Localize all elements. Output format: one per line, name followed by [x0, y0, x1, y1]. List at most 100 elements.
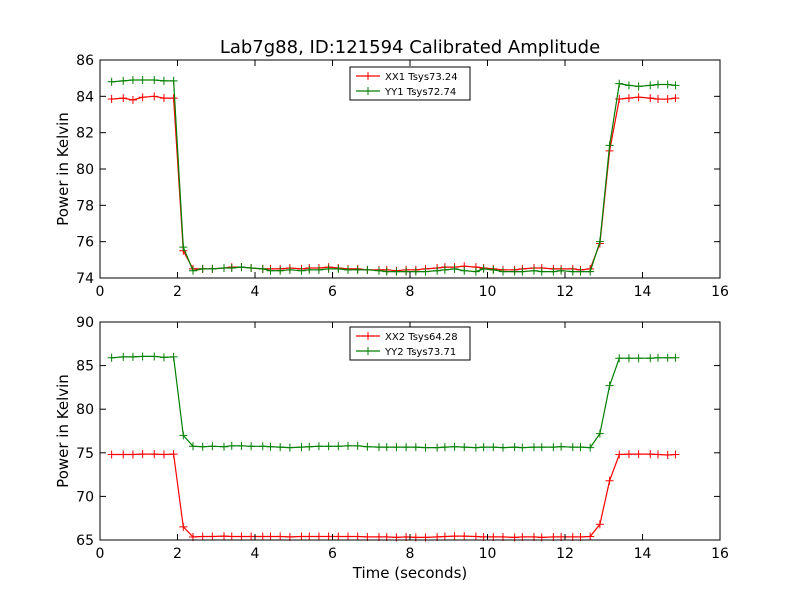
- data-point: [208, 264, 217, 273]
- data-point: [353, 265, 362, 274]
- x-tick-label: 2: [173, 546, 182, 562]
- data-point: [107, 353, 116, 362]
- plot-2: 0 2 4 6 8 10 12 14 16 65 70 75 80 85 90 Power in Kelvin…: [54, 315, 729, 582]
- data-point: [159, 450, 168, 459]
- x-tick-label: 4: [251, 546, 260, 562]
- data-point: [460, 266, 469, 275]
- data-point: [530, 443, 538, 452]
- legend-box: [349, 326, 471, 361]
- data-point: [605, 141, 614, 150]
- data-point: [663, 80, 672, 89]
- data-point: [530, 266, 538, 275]
- legend-1: XX1 Tsys73.24 YY1 Tsys72.74: [349, 66, 471, 101]
- data-point: [440, 265, 449, 274]
- y-tick-label: 78: [76, 198, 94, 214]
- data-point: [634, 93, 643, 102]
- data-point: [266, 266, 275, 275]
- data-point: [557, 442, 566, 451]
- data-point: [402, 267, 411, 276]
- data-point: [128, 352, 137, 361]
- data-point: [344, 441, 352, 450]
- data-point: [654, 80, 662, 89]
- data-point: [654, 95, 662, 104]
- data-point: [324, 532, 333, 541]
- x-tick-label: 6: [328, 546, 337, 562]
- data-point: [605, 381, 614, 390]
- data-point: [258, 442, 267, 451]
- data-point: [375, 443, 383, 452]
- data-point: [198, 264, 207, 273]
- data-point: [568, 443, 577, 452]
- data-point: [227, 264, 236, 273]
- data-point: [440, 532, 449, 541]
- data-point: [119, 450, 128, 459]
- data-point: [537, 267, 546, 276]
- y-axis-label-1: Power in Kelvin: [54, 112, 72, 226]
- data-point: [344, 265, 352, 274]
- data-point: [285, 443, 294, 452]
- x-tick-label: 2: [173, 284, 182, 300]
- data-point: [247, 442, 256, 451]
- data-point: [624, 81, 633, 90]
- data-point: [518, 443, 527, 452]
- data-point: [595, 520, 604, 529]
- y-tick-label: 80: [76, 162, 94, 178]
- data-point: [471, 267, 480, 276]
- legend-entry-label: XX1 Tsys73.24: [385, 72, 458, 83]
- data-point: [208, 442, 217, 451]
- data-point: [537, 443, 546, 452]
- x-tick-label: 6: [328, 284, 337, 300]
- data-point: [276, 443, 285, 452]
- data-point: [138, 352, 147, 361]
- data-point: [179, 243, 188, 252]
- data-point: [510, 267, 519, 276]
- data-point: [615, 79, 624, 88]
- data-point: [159, 94, 168, 103]
- data-point: [433, 443, 442, 452]
- data-point: [646, 81, 655, 90]
- data-point: [624, 450, 633, 459]
- data-point: [433, 266, 442, 275]
- data-point: [107, 77, 116, 86]
- data-point: [297, 443, 306, 452]
- data-point: [421, 267, 430, 276]
- data-point: [576, 267, 585, 276]
- data-point: [314, 442, 323, 451]
- data-point: [227, 441, 236, 450]
- data-point: [107, 95, 116, 104]
- data-point: [624, 94, 633, 103]
- plot-1: 0 2 4 6 8 10 12 14 16 74 76 78 80 82 84 86 Power in Kelv…: [54, 53, 729, 300]
- data-point: [353, 441, 362, 450]
- data-point: [258, 264, 267, 273]
- data-point: [450, 264, 459, 273]
- data-point: [615, 354, 624, 363]
- data-point: [305, 532, 314, 541]
- legend-2: XX2 Tsys64.28 YY2 Tsys73.71: [349, 326, 471, 361]
- y-tick-label: 86: [76, 53, 94, 69]
- data-point: [169, 76, 178, 85]
- data-point: [297, 266, 306, 275]
- x-tick-label: 16: [711, 284, 729, 300]
- data-point: [634, 82, 643, 91]
- data-point: [499, 267, 507, 276]
- data-point: [324, 442, 333, 451]
- data-point: [179, 431, 188, 440]
- data-point: [411, 443, 420, 452]
- data-point: [258, 532, 267, 541]
- x-tick-label: 14: [634, 284, 652, 300]
- data-point: [549, 267, 558, 276]
- data-point: [576, 443, 585, 452]
- data-point: [450, 532, 459, 541]
- data-point: [440, 443, 449, 452]
- legend-entry-label: YY1 Tsys72.74: [384, 87, 456, 98]
- data-point: [595, 429, 604, 438]
- data-point: [227, 532, 236, 541]
- data-point: [375, 266, 383, 275]
- data-point: [402, 443, 411, 452]
- data-point: [314, 532, 323, 541]
- data-point: [297, 532, 306, 541]
- data-point: [479, 443, 488, 452]
- data-point: [671, 94, 680, 103]
- data-point: [646, 94, 655, 103]
- x-tick-label: 4: [251, 284, 260, 300]
